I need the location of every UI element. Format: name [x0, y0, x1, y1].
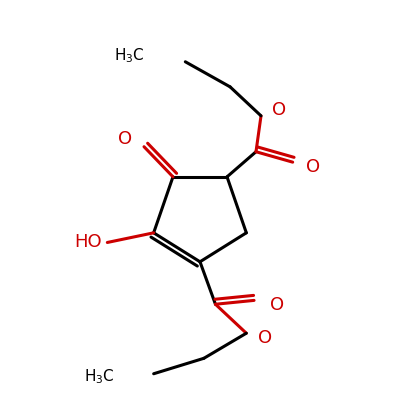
Text: O: O [270, 296, 284, 314]
Text: O: O [258, 329, 272, 347]
Text: O: O [272, 102, 287, 120]
Text: O: O [306, 158, 320, 176]
Text: H$_3$C: H$_3$C [114, 46, 145, 64]
Text: HO: HO [74, 234, 102, 252]
Text: O: O [118, 130, 132, 148]
Text: H$_3$C: H$_3$C [84, 368, 115, 386]
